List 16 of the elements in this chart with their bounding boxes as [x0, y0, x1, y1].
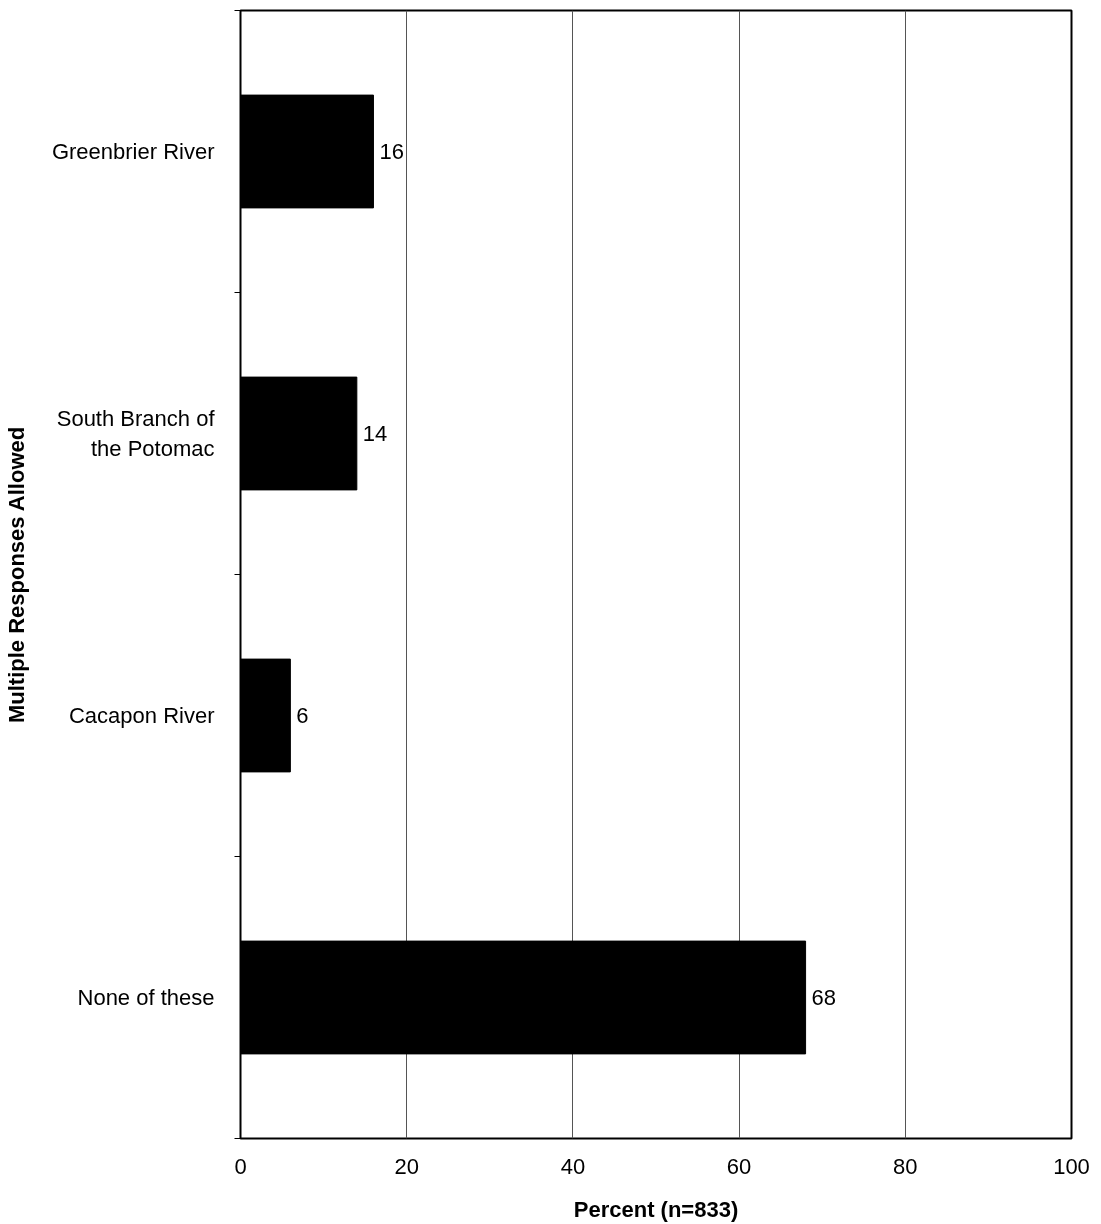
x-tick-label: 20 — [394, 1153, 419, 1179]
x-tick-label: 80 — [893, 1153, 918, 1179]
y-axis-title: Multiple Responses Allowed — [3, 426, 29, 724]
y-tick-label: Cacapon River — [68, 703, 215, 728]
y-tick-label: South Branch of the Potomac — [56, 406, 216, 461]
x-tick-label: 40 — [560, 1153, 586, 1179]
data-label: 14 — [362, 421, 388, 446]
data-label: 68 — [811, 985, 837, 1010]
data-label: 16 — [379, 139, 404, 164]
data-label: 6 — [296, 703, 309, 728]
x-tick-label: 100 — [1053, 1153, 1090, 1179]
x-tick-label: 60 — [726, 1153, 752, 1179]
y-tick-label: Greenbrier River — [51, 139, 215, 164]
x-axis-title: Percent (n=833) — [573, 1196, 739, 1222]
x-tick-label: 0 — [234, 1153, 247, 1179]
y-tick-label: None of these — [77, 985, 215, 1010]
